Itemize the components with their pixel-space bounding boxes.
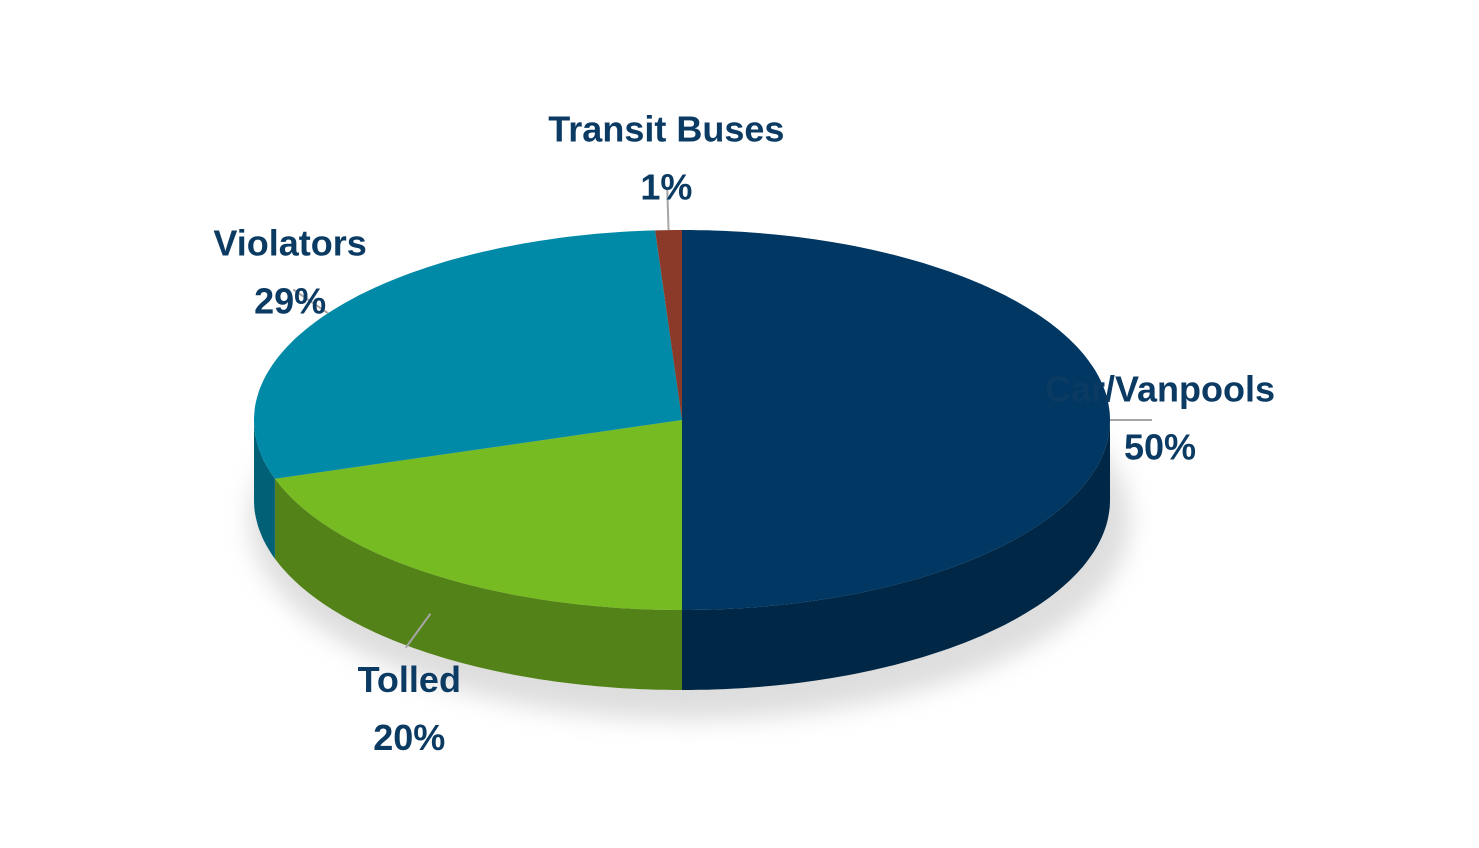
slice-top <box>655 230 682 420</box>
value-label: 50% <box>1124 427 1196 468</box>
leader-line <box>666 188 670 231</box>
value-label: 29% <box>254 280 326 321</box>
slice <box>274 420 682 690</box>
slice-side <box>254 420 275 559</box>
slice-label: Tolled <box>358 659 461 700</box>
slice-top <box>682 230 1110 610</box>
leader-line <box>404 613 432 649</box>
leader-line <box>292 288 329 315</box>
slice-side <box>274 478 682 690</box>
slice <box>655 230 682 420</box>
slice-side <box>682 420 1110 690</box>
slice-label: Transit Buses <box>548 109 784 150</box>
slice-top <box>254 230 682 479</box>
slice-label: Violators <box>213 222 366 263</box>
slice <box>682 230 1110 690</box>
slice-top <box>274 420 682 610</box>
slice-label: Car/Vanpools <box>1045 369 1275 410</box>
value-label: 20% <box>373 717 445 758</box>
slice <box>254 230 682 559</box>
value-label: 1% <box>640 167 692 208</box>
